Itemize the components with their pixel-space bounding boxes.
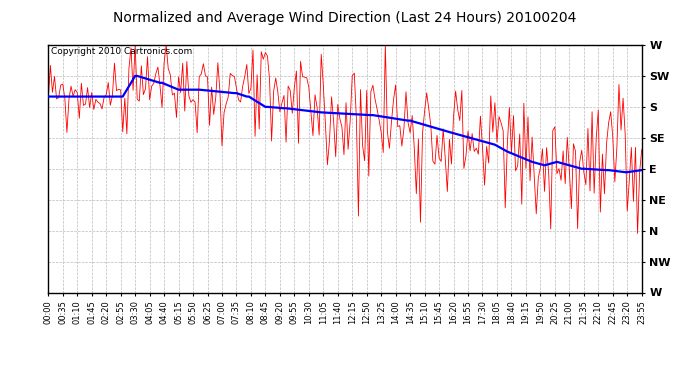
Text: Copyright 2010 Cartronics.com: Copyright 2010 Cartronics.com — [51, 48, 193, 57]
Text: Normalized and Average Wind Direction (Last 24 Hours) 20100204: Normalized and Average Wind Direction (L… — [113, 11, 577, 25]
